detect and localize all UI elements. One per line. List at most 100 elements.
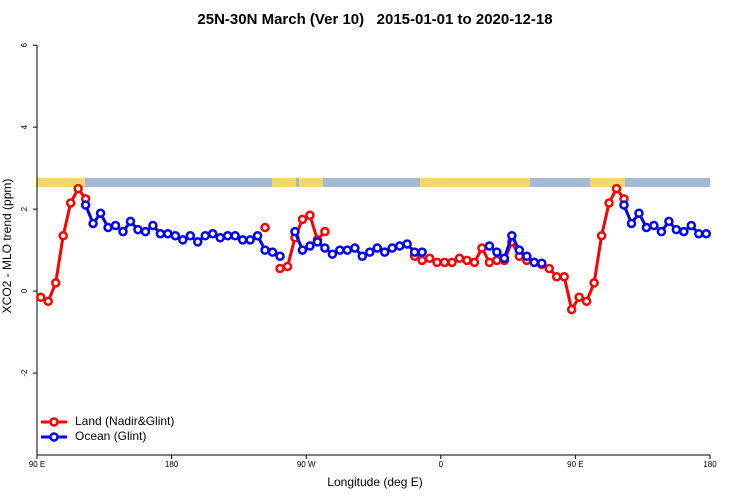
point (634, 208, 644, 218)
point (230, 231, 240, 241)
point (499, 253, 510, 264)
point (125, 216, 136, 227)
point (282, 261, 293, 272)
point (611, 183, 622, 194)
legend-marker (49, 432, 59, 442)
point (290, 226, 300, 237)
point (581, 296, 592, 307)
point (297, 245, 308, 255)
point (402, 239, 412, 249)
point (103, 222, 113, 233)
point (267, 247, 278, 257)
point (409, 247, 420, 257)
point (275, 263, 285, 274)
x-axis-label: Longitude (deg E) (327, 475, 422, 489)
series-line (40, 187, 626, 312)
point (507, 231, 517, 241)
point (664, 216, 674, 227)
point (260, 222, 270, 233)
legend-label: Ocean (Glint) (75, 429, 146, 443)
point (207, 228, 218, 239)
x-tick-label: 90 E (29, 460, 45, 469)
point (365, 247, 375, 257)
point (222, 231, 233, 241)
point (170, 231, 181, 241)
point (589, 278, 599, 288)
point (462, 255, 472, 266)
point (559, 271, 569, 282)
point (320, 226, 330, 237)
point (701, 228, 712, 239)
x-tick-label: 90 E (567, 460, 583, 469)
point (118, 226, 128, 237)
point (574, 292, 584, 302)
point (679, 226, 689, 237)
point (95, 208, 106, 218)
point (335, 245, 345, 255)
point (215, 233, 225, 243)
y-tick-label: 4 (20, 124, 29, 129)
point (649, 220, 659, 231)
point (80, 200, 91, 210)
point (484, 257, 495, 268)
point (477, 243, 487, 253)
point (694, 228, 704, 239)
point (537, 258, 547, 268)
point (492, 247, 502, 257)
point (619, 200, 629, 210)
x-tick-label: 90 W (297, 460, 316, 469)
point (686, 220, 697, 231)
legend-marker (49, 417, 59, 427)
point (252, 231, 263, 241)
point (656, 226, 667, 237)
point (65, 198, 76, 208)
point (394, 241, 405, 251)
point (604, 198, 614, 208)
point (185, 231, 196, 241)
point (275, 251, 285, 261)
chart-title: 25N-30N March (Ver 10) 2015-01-01 to 202… (197, 11, 552, 28)
point (596, 231, 607, 241)
point (357, 251, 368, 261)
point (387, 243, 397, 253)
point (566, 304, 577, 315)
point (492, 255, 502, 266)
point (432, 257, 442, 268)
point (43, 296, 53, 307)
point (454, 253, 465, 264)
point (163, 228, 173, 239)
point (417, 255, 427, 266)
point (148, 220, 158, 231)
point (514, 245, 525, 255)
point (245, 235, 255, 245)
point (522, 251, 532, 261)
y-tick-label: 0 (20, 288, 29, 293)
point (484, 241, 495, 251)
y-tick-label: -2 (20, 369, 29, 377)
point (447, 257, 457, 268)
point (372, 243, 382, 253)
point (178, 235, 188, 245)
x-tick-label: 180 (703, 460, 717, 469)
point (529, 257, 540, 268)
point (305, 241, 315, 251)
point (35, 292, 46, 302)
point (342, 245, 353, 255)
point (237, 235, 248, 245)
point (297, 214, 308, 225)
x-tick-label: 180 (165, 460, 179, 469)
point (626, 218, 637, 229)
y-axis-label: XCO2 - MLO trend (ppm) (0, 179, 14, 314)
point (469, 257, 480, 268)
point (58, 231, 68, 241)
y-tick-label: 2 (20, 206, 29, 211)
land-ocean-band (37, 178, 710, 187)
point (110, 220, 121, 231)
point (88, 218, 98, 229)
point (193, 237, 203, 247)
point (200, 231, 210, 241)
point (544, 263, 554, 274)
point (439, 257, 450, 268)
point (551, 271, 562, 282)
